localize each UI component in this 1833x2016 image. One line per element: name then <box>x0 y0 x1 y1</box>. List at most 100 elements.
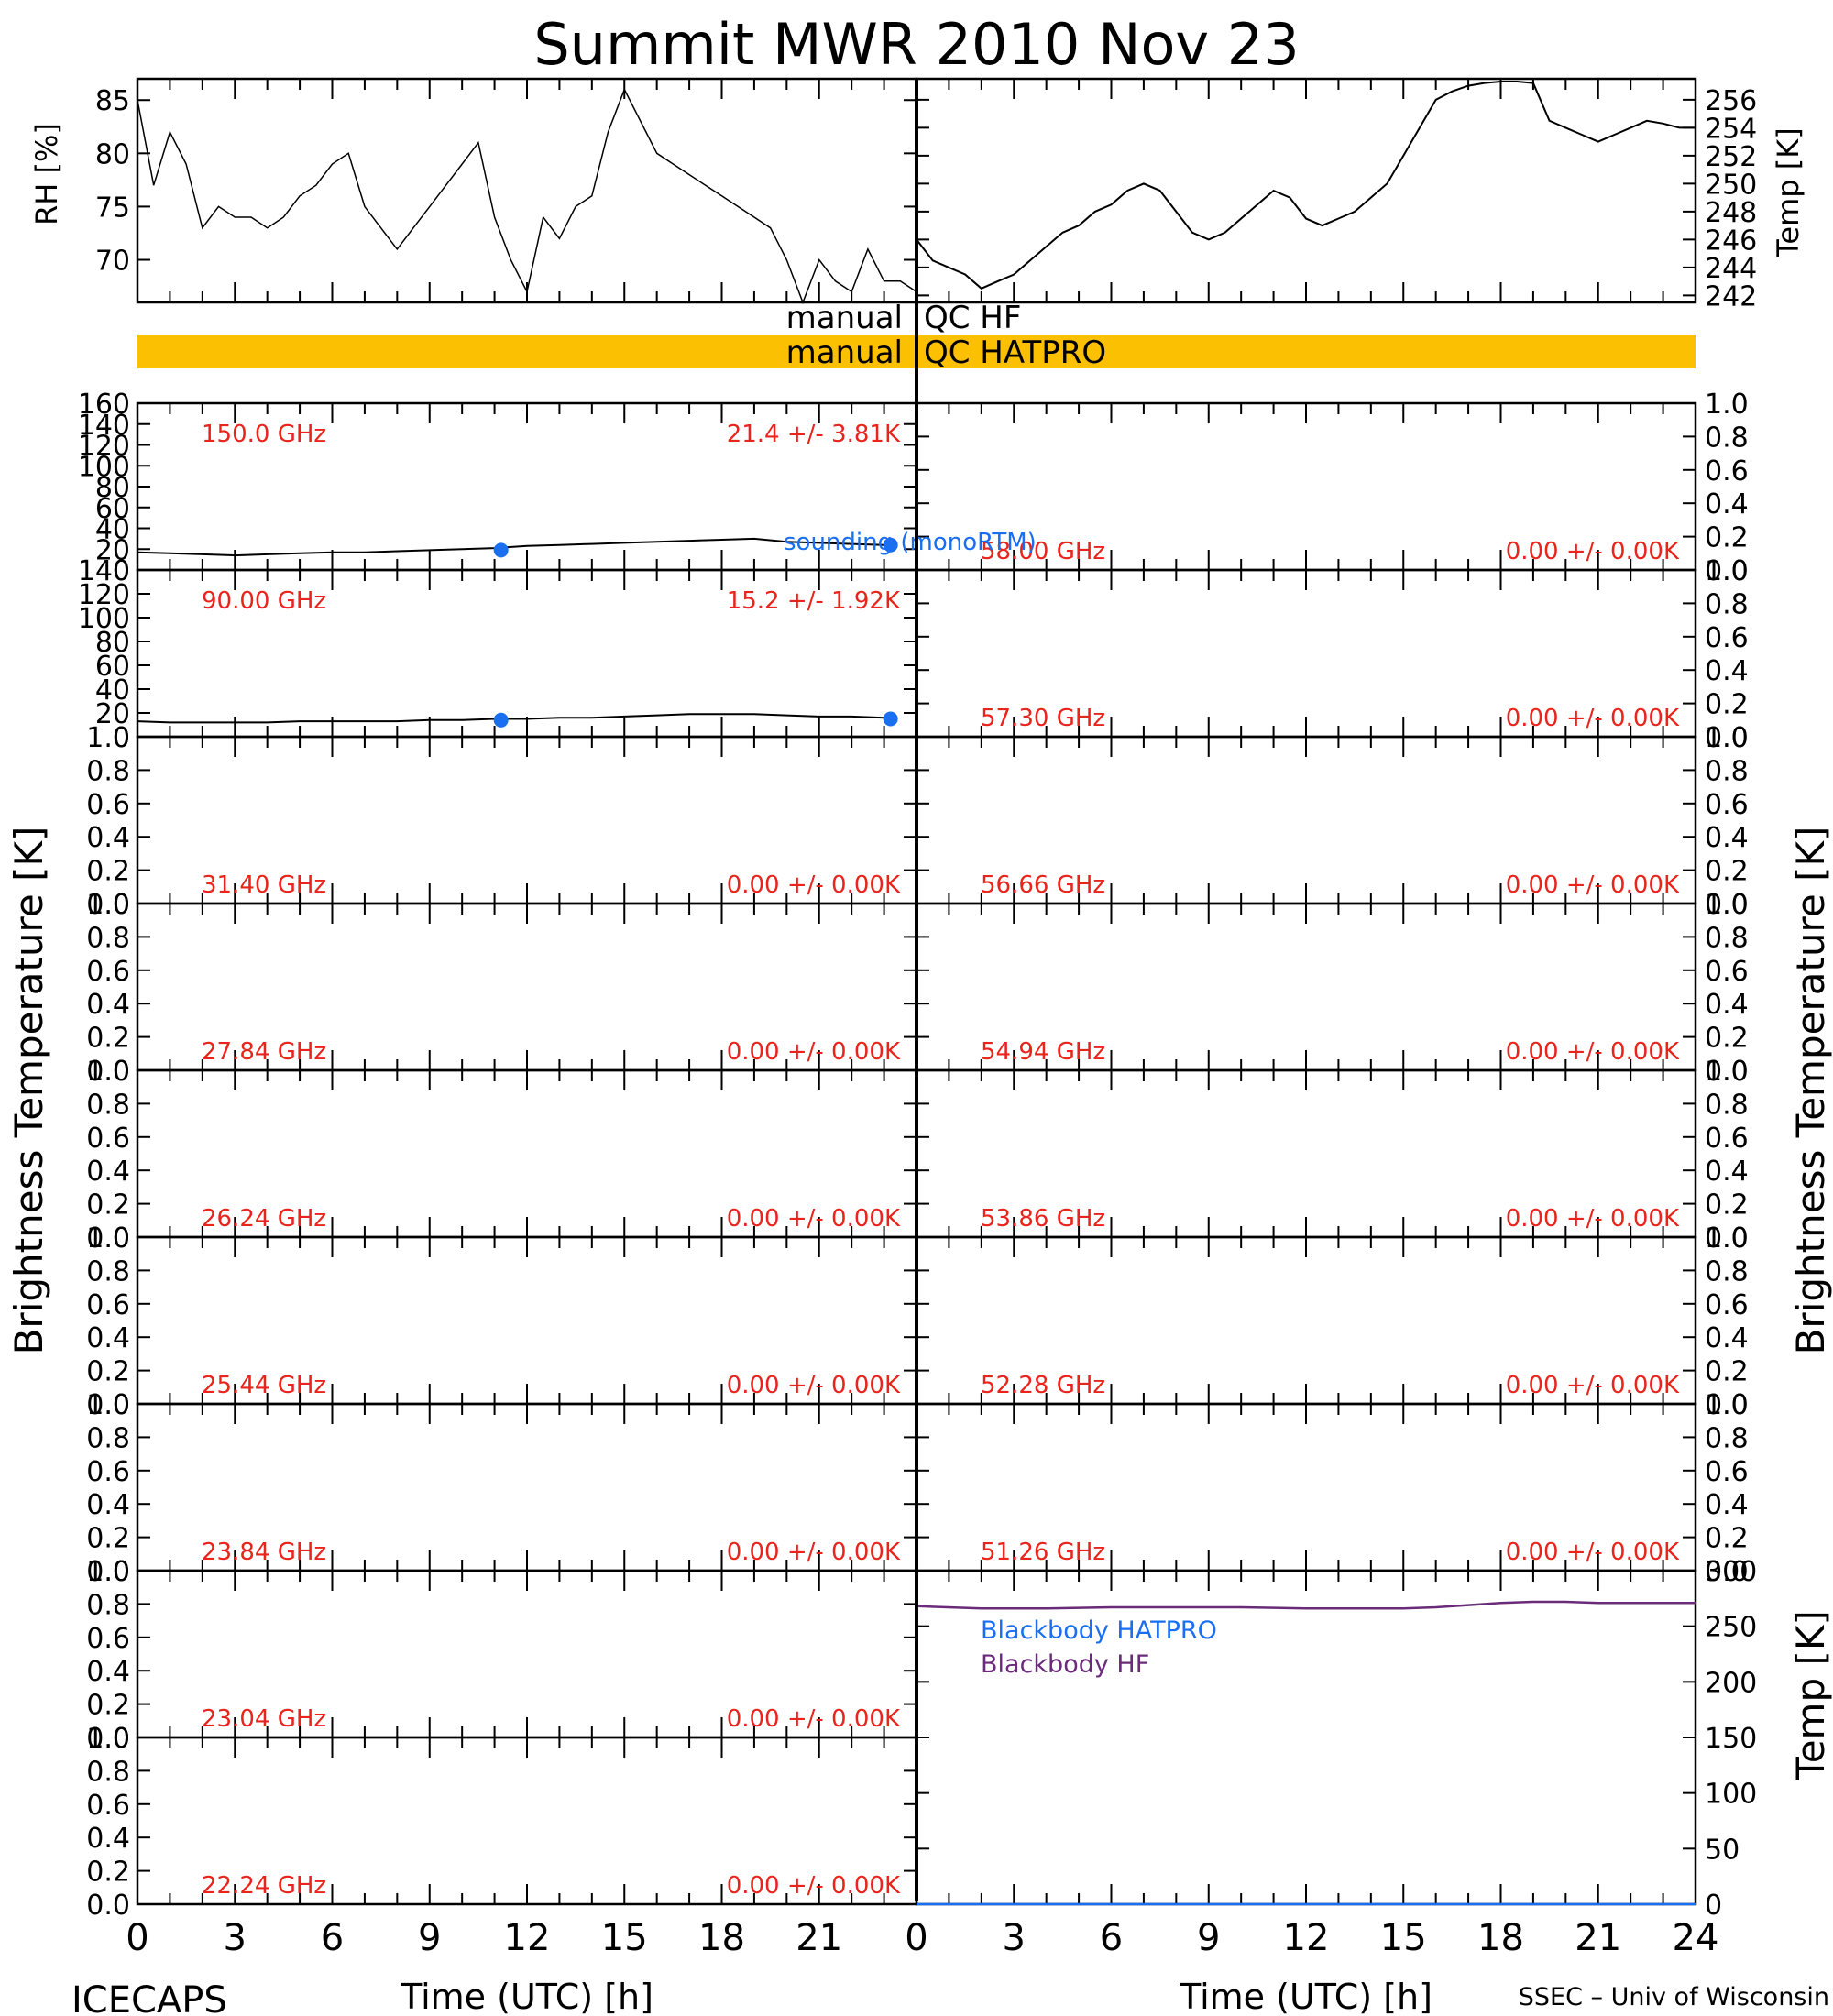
f3140-ytick-label: 0.6 <box>86 789 130 821</box>
f5386-ytick-label: 1.0 <box>1705 1056 1749 1088</box>
temp-ytick-label: 256 <box>1705 85 1757 117</box>
temp-data-line <box>916 81 1696 290</box>
right-xtick-label: 9 <box>1197 1917 1220 1959</box>
left-xtick-label: 12 <box>504 1917 551 1959</box>
rh-ytick-label: 70 <box>95 246 130 278</box>
rh-ytick-label: 75 <box>95 192 130 224</box>
f5730-ytick-label: 1.0 <box>1705 555 1749 587</box>
f90-sounding-point <box>883 711 898 727</box>
f5494-ytick-label: 0.6 <box>1705 956 1749 988</box>
f2384-ytick-label: 0.8 <box>86 1422 130 1454</box>
rh-axis-label: RH [%] <box>29 123 64 225</box>
f150-sounding-point <box>493 542 509 558</box>
f2624-ytick-label: 0.0 <box>86 1222 130 1255</box>
right-xlabel: Time (UTC) [h] <box>1179 1977 1432 2016</box>
f2304-ytick-label: 0.4 <box>86 1656 130 1688</box>
left-xtick-label: 6 <box>321 1917 344 1959</box>
f90-ytick-label: 20 <box>95 698 130 730</box>
f2624-freq-label: 26.24 GHz <box>202 1205 326 1233</box>
f5386-freq-label: 53.86 GHz <box>981 1205 1105 1233</box>
f58-stats-label: 0.00 +/- 0.00K <box>1506 538 1680 565</box>
blackbody-ytick-label: 50 <box>1705 1834 1740 1866</box>
f3140-freq-label: 31.40 GHz <box>202 871 326 899</box>
temp-axis-label: Temp [K] <box>1771 127 1806 257</box>
left-xtick-label: 15 <box>601 1917 648 1959</box>
f2784-ytick-label: 1.0 <box>86 889 130 921</box>
rh-ytick-label: 85 <box>95 85 130 117</box>
f2384-ytick-label: 0.0 <box>86 1556 130 1588</box>
blackbody-ytick-label: 300 <box>1705 1556 1757 1588</box>
f90-ytick-label: 80 <box>95 627 130 659</box>
blackbody-ytick-label: 100 <box>1705 1779 1757 1811</box>
f5386-stats-label: 0.00 +/- 0.00K <box>1506 1205 1680 1233</box>
f2304-ytick-label: 1.0 <box>86 1556 130 1588</box>
blackbody-ytick-label: 250 <box>1705 1612 1757 1644</box>
f5494-ytick-label: 0.2 <box>1705 1023 1749 1055</box>
f2224-ytick-label: 1.0 <box>86 1723 130 1755</box>
right-xtick-label: 6 <box>1100 1917 1123 1959</box>
f5386-ytick-label: 0.6 <box>1705 1123 1749 1155</box>
f5666-ytick-label: 0.2 <box>1705 856 1749 888</box>
f2224-ytick-label: 0.8 <box>86 1756 130 1788</box>
f150-ytick-label: 100 <box>78 451 130 483</box>
f2384-ytick-label: 1.0 <box>86 1389 130 1421</box>
f2784-freq-label: 27.84 GHz <box>202 1038 326 1066</box>
f150-stats-label: 21.4 +/- 3.81K <box>727 421 901 448</box>
right-xtick-label: 24 <box>1673 1917 1719 1959</box>
left-xtick-label: 3 <box>224 1917 247 1959</box>
qc-hf-word: manual <box>786 300 903 336</box>
f150-ytick-label: 20 <box>95 534 130 566</box>
left-ylabel: Brightness Temperature [K] <box>6 827 51 1355</box>
f2224-stats-label: 0.00 +/- 0.00K <box>727 1872 901 1900</box>
f90-ytick-label: 120 <box>78 579 130 611</box>
f2384-ytick-label: 0.4 <box>86 1489 130 1521</box>
f5666-freq-label: 56.66 GHz <box>981 871 1105 899</box>
f2384-ytick-label: 0.2 <box>86 1523 130 1555</box>
f90-data-line <box>137 713 884 724</box>
right-xtick-label: 18 <box>1477 1917 1524 1959</box>
f5666-ytick-label: 0.6 <box>1705 789 1749 821</box>
rh-ytick-label: 80 <box>95 138 130 170</box>
f150-data-line <box>137 537 884 557</box>
f58-ytick-label: 0.6 <box>1705 455 1749 488</box>
f2784-stats-label: 0.00 +/- 0.00K <box>727 1038 901 1066</box>
f5386-ytick-label: 0.4 <box>1705 1156 1749 1188</box>
f150-sounding-point <box>883 537 898 553</box>
right-ylabel: Brightness Temperature [K] <box>1788 827 1833 1355</box>
f2384-stats-label: 0.00 +/- 0.00K <box>727 1539 901 1566</box>
temp-ytick-label: 242 <box>1705 280 1757 312</box>
right-xtick-label: 21 <box>1575 1917 1621 1959</box>
f3140-stats-label: 0.00 +/- 0.00K <box>727 871 901 899</box>
f2304-ytick-label: 0.6 <box>86 1623 130 1655</box>
f2224-ytick-label: 0.6 <box>86 1790 130 1822</box>
f3140-ytick-label: 0.0 <box>86 889 130 921</box>
footer-ssec: SSEC – Univ of Wisconsin <box>1519 1983 1829 2011</box>
f2784-ytick-label: 0.4 <box>86 989 130 1021</box>
f5126-ytick-label: 0.8 <box>1705 1422 1749 1454</box>
f150-ytick-label: 80 <box>95 472 130 504</box>
temp-frame <box>915 77 1697 304</box>
f2304-stats-label: 0.00 +/- 0.00K <box>727 1705 901 1733</box>
f5228-freq-label: 52.28 GHz <box>981 1372 1105 1399</box>
blackbody-series-line <box>916 1600 1696 1610</box>
f5730-stats-label: 0.00 +/- 0.00K <box>1506 705 1680 732</box>
f5730-ytick-label: 0.8 <box>1705 588 1749 620</box>
f90-freq-label: 90.00 GHz <box>202 587 326 615</box>
f5494-ytick-label: 1.0 <box>1705 889 1749 921</box>
f5666-ytick-label: 0.8 <box>1705 755 1749 787</box>
f5228-ytick-label: 0.8 <box>1705 1255 1749 1287</box>
f150-ytick-label: 0 <box>113 555 130 587</box>
qc-hf-label: QC HF <box>924 300 1021 336</box>
f5730-ytick-label: 0.4 <box>1705 655 1749 687</box>
f150-ytick-label: 160 <box>78 389 130 421</box>
temp-ytick-label: 246 <box>1705 225 1757 257</box>
blackbody-ytick-label: 0 <box>1705 1890 1722 1922</box>
f90-ytick-label: 140 <box>78 555 130 587</box>
f2624-ytick-label: 0.2 <box>86 1189 130 1222</box>
figure-title: Summit MWR 2010 Nov 23 <box>533 11 1299 78</box>
f2304-ytick-label: 0.8 <box>86 1589 130 1621</box>
temp-ytick-label: 248 <box>1705 197 1757 229</box>
f2224-ytick-label: 0.4 <box>86 1823 130 1855</box>
right-xtick-label: 0 <box>905 1917 927 1959</box>
